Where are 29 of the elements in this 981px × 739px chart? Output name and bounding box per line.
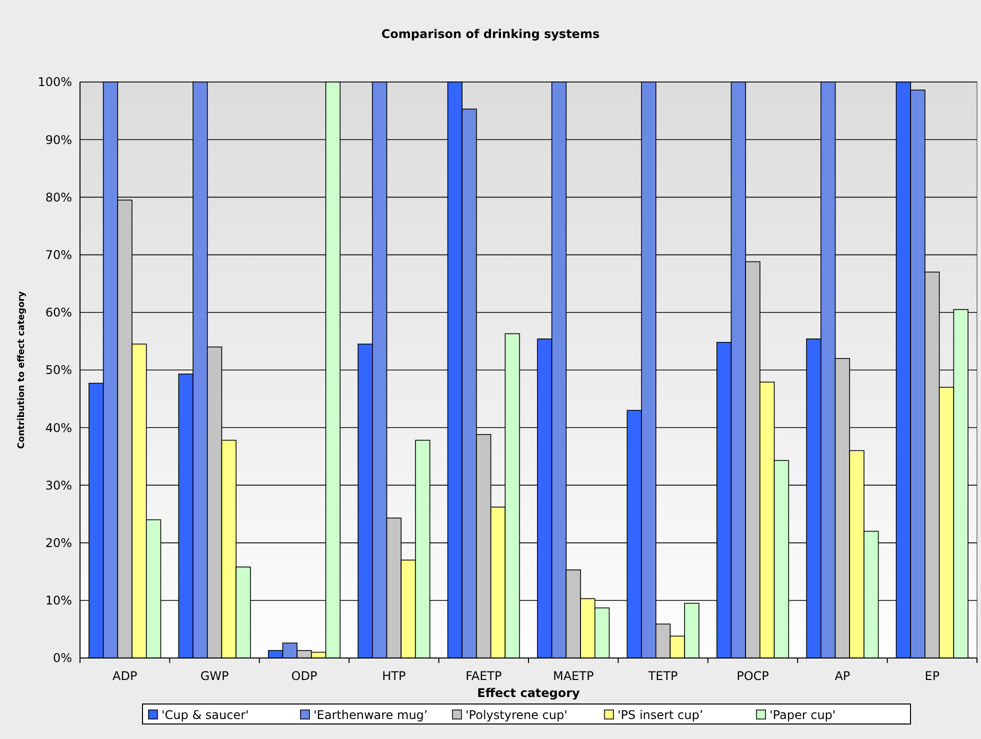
x-tick-label: TETP xyxy=(647,669,678,683)
x-tick-label: GWP xyxy=(200,669,229,683)
legend-label: 'PS insert cup’ xyxy=(618,708,704,722)
y-tick-label: 80% xyxy=(45,190,72,204)
x-tick-label: ADP xyxy=(112,669,138,683)
x-tick-label: EP xyxy=(924,669,940,683)
y-axis-title: Contribution to effect category xyxy=(17,291,27,449)
x-tick-label: FAETP xyxy=(466,669,502,683)
x-tick-label: POCP xyxy=(736,669,769,683)
legend-label: 'Paper cup' xyxy=(770,708,836,722)
x-tick-label: AP xyxy=(834,669,850,683)
y-tick-label: 10% xyxy=(45,594,72,608)
x-tick-label: HTP xyxy=(382,669,406,683)
y-tick-label: 30% xyxy=(45,478,72,492)
y-tick-label: 40% xyxy=(45,420,72,435)
y-tick-label: 70% xyxy=(45,248,72,262)
chart-title: Comparison of drinking systems xyxy=(381,27,600,41)
x-tick-label: MAETP xyxy=(552,669,594,683)
legend-label: 'Polystyrene cup' xyxy=(466,708,568,722)
y-tick-label: 50% xyxy=(45,363,72,378)
legend-label: 'Cup & saucer' xyxy=(162,708,249,722)
legend-label: 'Earthenware mug’ xyxy=(314,708,428,722)
y-tick-label: 60% xyxy=(45,306,72,320)
y-tick-label: 100% xyxy=(38,75,72,90)
y-tick-label: 90% xyxy=(45,132,72,147)
y-tick-label: 0% xyxy=(52,651,72,666)
x-axis-title: Effect category xyxy=(477,686,580,700)
y-tick-label: 20% xyxy=(45,536,72,550)
x-tick-label: ODP xyxy=(291,669,318,683)
